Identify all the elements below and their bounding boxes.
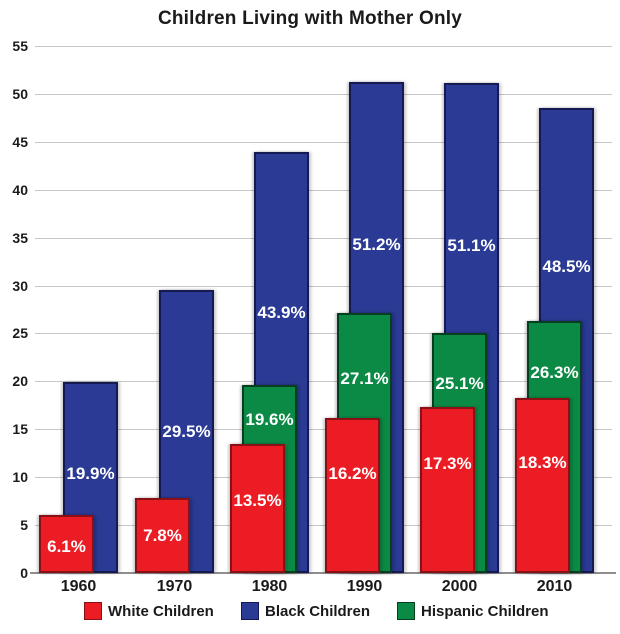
bar-value-label: 25.1% <box>435 374 484 394</box>
gridline-35 <box>35 237 612 239</box>
legend-swatch <box>84 602 102 620</box>
bar-value-label: 29.5% <box>162 421 211 441</box>
y-tick-label-35: 35 <box>12 229 28 246</box>
y-tick-label-0: 0 <box>20 565 28 581</box>
y-tick-label-20: 20 <box>12 373 28 390</box>
y-tick-label-10: 10 <box>12 469 28 486</box>
bar-white-children-2010: 18.3% <box>515 397 570 573</box>
bar-value-label: 26.3% <box>530 362 579 382</box>
legend-item-hispanic-children: Hispanic Children <box>397 602 549 620</box>
y-tick-label-50: 50 <box>12 85 28 102</box>
bar-value-label: 17.3% <box>423 454 472 474</box>
y-tick-label-15: 15 <box>12 421 28 438</box>
bar-white-children-1960: 6.1% <box>39 514 94 573</box>
bar-value-label: 48.5% <box>542 256 591 276</box>
x-tick-label-1980: 1980 <box>251 578 288 595</box>
gridline-40 <box>35 189 612 191</box>
bar-white-children-1970: 7.8% <box>135 498 190 573</box>
gridline-50 <box>35 93 612 95</box>
x-tick-label-1990: 1990 <box>346 578 383 595</box>
y-axis-tick-labels: 0 5 10 15 20 25 30 35 40 45 50 55 <box>0 39 30 580</box>
bar-value-label: 43.9% <box>257 302 306 322</box>
bar-group-1990: 16.2% 51.2% 27.1% <box>325 46 404 573</box>
bar-value-label: 19.6% <box>245 410 294 430</box>
bar-value-label: 13.5% <box>233 490 282 510</box>
x-tick-label-1960: 1960 <box>60 578 97 595</box>
x-tick-label-2010: 2010 <box>536 578 573 595</box>
y-tick-label-5: 5 <box>20 517 28 534</box>
y-tick-label-45: 45 <box>12 133 28 150</box>
gridline-30 <box>35 285 612 287</box>
gridline-25 <box>35 333 612 335</box>
gridline-15 <box>35 429 612 431</box>
legend-label: Hispanic Children <box>421 602 549 620</box>
bar-value-label: 16.2% <box>328 464 377 484</box>
y-tick-label-25: 25 <box>12 325 28 342</box>
y-tick-label-30: 30 <box>12 277 28 294</box>
bar-value-label: 7.8% <box>143 525 182 545</box>
bar-white-children-1980: 13.5% <box>230 443 285 573</box>
gridline-5 <box>35 525 612 527</box>
bar-group-1970: 7.8% 29.5% <box>135 46 214 573</box>
bar-group-1960: 6.1% 19.9% <box>39 46 118 573</box>
bar-value-label: 6.1% <box>47 536 86 556</box>
y-tick-label-40: 40 <box>12 181 28 198</box>
gridline-45 <box>35 141 612 143</box>
legend-item-white-children: White Children <box>84 602 214 620</box>
bar-white-children-1990: 16.2% <box>325 417 380 573</box>
chart-title: Children Living with Mother Only <box>157 8 463 29</box>
bar-white-children-2000: 17.3% <box>420 407 475 573</box>
gridline-55 <box>35 46 612 47</box>
legend-swatch <box>397 602 415 620</box>
x-axis-line <box>30 572 616 574</box>
x-tick-label-2000: 2000 <box>441 578 478 595</box>
bar-group-2010: 18.3% 48.5% 26.3% <box>515 46 594 573</box>
x-tick-label-1970: 1970 <box>156 578 193 595</box>
y-tick-label-55: 55 <box>12 38 28 54</box>
gridline-20 <box>35 381 612 383</box>
legend-swatch <box>241 602 259 620</box>
bar-value-label: 19.9% <box>66 463 115 483</box>
bar-group-2000: 17.3% 51.1% 25.1% <box>420 46 499 573</box>
bar-value-label: 27.1% <box>340 369 389 389</box>
legend-label: Black Children <box>265 602 371 620</box>
gridline-10 <box>35 477 612 479</box>
bar-value-label: 51.2% <box>352 235 401 254</box>
bar-value-label: 51.1% <box>447 235 496 255</box>
plot-area: 6.1% 19.9% 7.8% 29.5% 13.5% 43.9% 19.6% 16.2% 51… <box>35 46 612 573</box>
legend-item-black-children: Black Children <box>241 602 370 620</box>
legend-label: White Children <box>108 602 214 620</box>
legend: White Children Black Children Hispanic Chi… <box>0 602 620 626</box>
bar-group-1980: 13.5% 43.9% 19.6% <box>230 46 309 573</box>
bar-value-label: 18.3% <box>518 453 567 473</box>
